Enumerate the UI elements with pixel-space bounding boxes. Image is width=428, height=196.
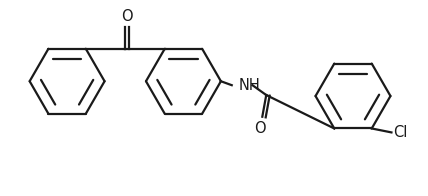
- Text: O: O: [255, 121, 266, 136]
- Text: Cl: Cl: [393, 125, 408, 140]
- Text: NH: NH: [239, 78, 260, 93]
- Text: O: O: [121, 9, 133, 24]
